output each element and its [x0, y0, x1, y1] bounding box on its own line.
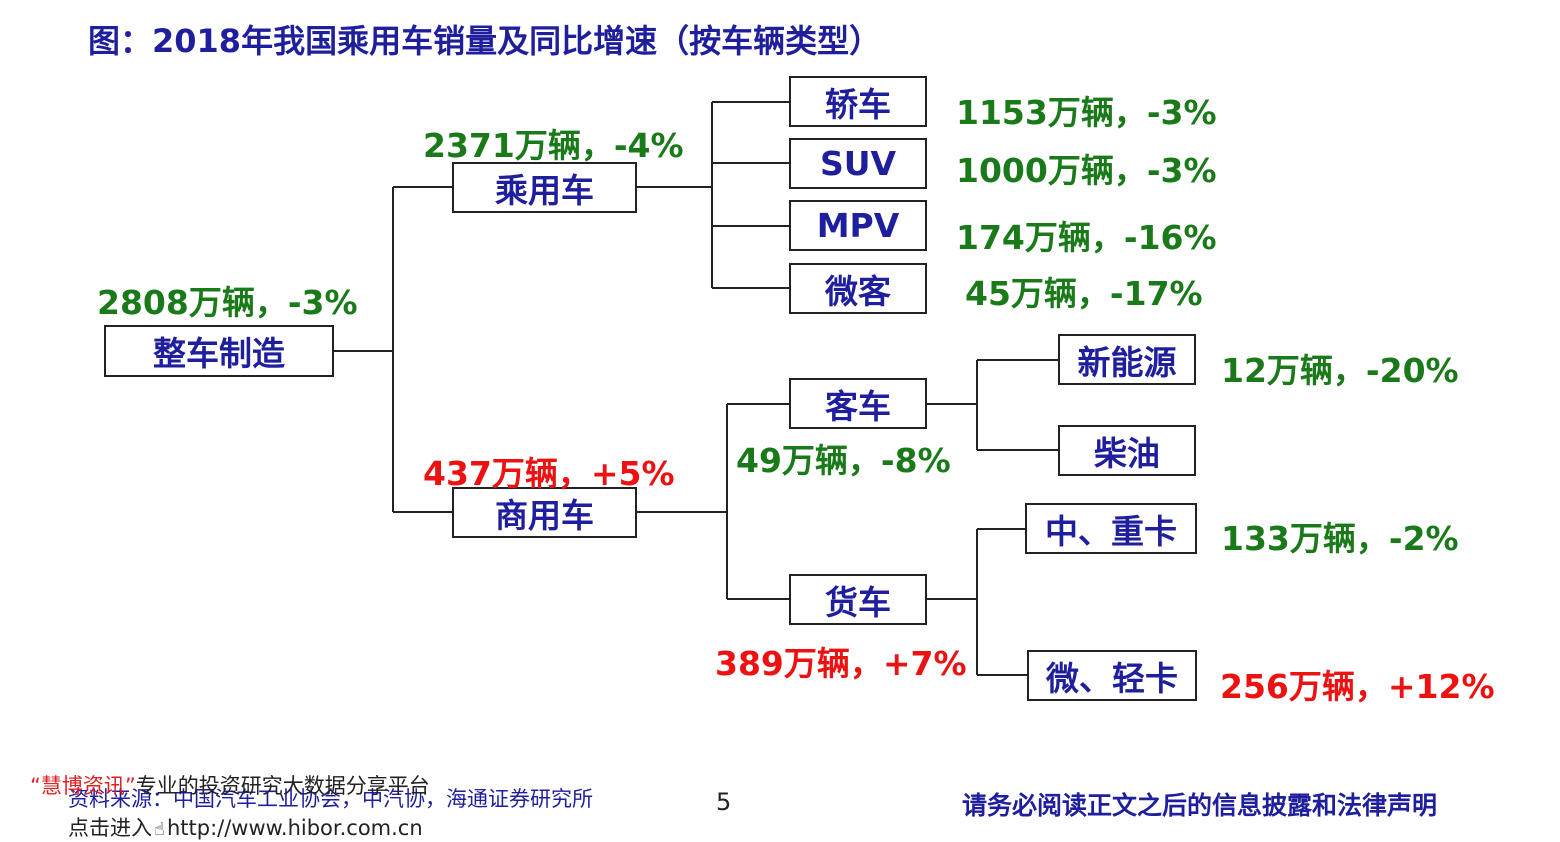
value-passenger: 2371万辆，-4% [423, 126, 684, 165]
hand-pointer-icon: ☝ [154, 819, 165, 840]
value-newenergy: 12万辆，-20% [1221, 351, 1459, 390]
value-commercial: 437万辆，+5% [423, 454, 675, 493]
value-suv: 1000万辆，-3% [956, 151, 1217, 190]
node-mini: 微客 [789, 263, 927, 314]
brand-name: “慧博资讯” [30, 774, 136, 798]
value-sedan: 1153万辆，-3% [956, 93, 1217, 132]
node-newenergy: 新能源 [1058, 334, 1196, 385]
node-diesel: 柴油 [1058, 425, 1196, 476]
node-passenger: 乘用车 [452, 162, 637, 213]
node-root: 整车制造 [104, 325, 334, 377]
page-title: 图：2018年我国乘用车销量及同比增速（按车辆类型） [88, 22, 882, 60]
brand-suffix: 专业的投资研究大数据分享平台 [135, 774, 430, 798]
disclaimer: 请务必阅读正文之后的信息披露和法律声明 [962, 791, 1438, 820]
page-number: 5 [716, 788, 732, 816]
link-url[interactable]: http://www.hibor.com.cn [166, 816, 423, 840]
value-mpv: 174万辆，-16% [956, 218, 1217, 257]
value-bus: 49万辆，-8% [736, 441, 951, 480]
node-sedan: 轿车 [789, 76, 927, 127]
value-mini: 45万辆，-17% [965, 274, 1203, 313]
value-root: 2808万辆，-3% [97, 283, 358, 322]
link-prefix: 点击进入 [68, 816, 152, 840]
node-truck: 货车 [789, 574, 927, 625]
watermark-brand: “慧博资讯”专业的投资研究大数据分享平台 [30, 770, 430, 800]
node-bus: 客车 [789, 378, 927, 429]
node-heavy: 中、重卡 [1025, 503, 1197, 554]
watermark-link[interactable]: 点击进入 ☝http://www.hibor.com.cn [68, 812, 423, 842]
value-heavy: 133万辆，-2% [1221, 519, 1459, 558]
value-truck: 389万辆，+7% [715, 644, 967, 683]
value-light: 256万辆，+12% [1220, 667, 1495, 706]
node-commercial: 商用车 [452, 487, 637, 538]
node-light: 微、轻卡 [1027, 650, 1197, 701]
source-note: 资料来源：中国汽车工业协会，中汽协，海通证券研究所 [68, 787, 593, 811]
node-suv: SUV [789, 138, 927, 189]
node-mpv: MPV [789, 200, 927, 251]
